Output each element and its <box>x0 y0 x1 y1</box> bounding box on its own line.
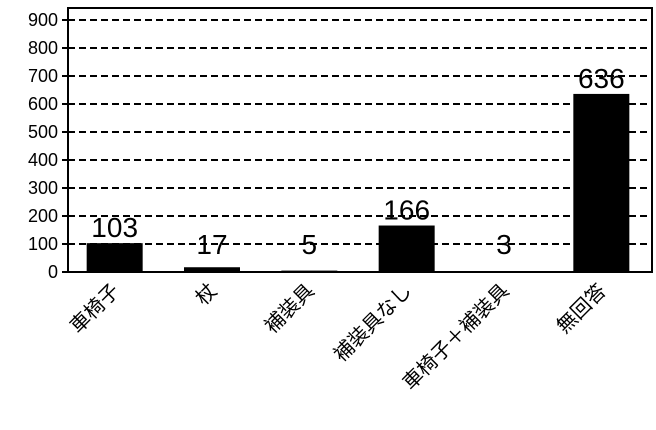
data-label-6: 636 <box>578 63 625 94</box>
bar-2 <box>184 267 240 272</box>
y-axis-tick-labels: 0 100 200 300 400 500 600 700 800 900 <box>28 10 58 282</box>
bars <box>86 93 630 272</box>
y-tick-label: 500 <box>28 122 58 142</box>
x-axis-category-labels: 車椅子杖補装具 補装具なし車椅子＋補装具 無回答 <box>65 279 611 395</box>
y-tick-label: 600 <box>28 94 58 114</box>
bar-4 <box>378 225 435 272</box>
y-tick-label: 400 <box>28 150 58 170</box>
x-tick-label-3: 補装具 <box>259 279 318 338</box>
data-label-2: 17 <box>196 229 227 260</box>
x-tick-label-1: 車椅子 <box>65 279 124 338</box>
data-label-3: 5 <box>302 229 318 260</box>
y-tick-label: 0 <box>48 262 58 282</box>
y-tick-label: 700 <box>28 66 58 86</box>
y-tick-label: 800 <box>28 38 58 58</box>
data-label-5: 3 <box>496 229 512 260</box>
gridlines <box>62 19 652 273</box>
y-tick-label: 100 <box>28 234 58 254</box>
x-tick-label-2: 杖 <box>190 279 221 310</box>
x-tick-label-6: 無回答 <box>551 279 610 338</box>
bar-6 <box>573 93 630 272</box>
bar-1 <box>86 243 143 272</box>
bar-3 <box>281 270 338 272</box>
y-tick-label: 900 <box>28 10 58 30</box>
data-labels: 103 17 5 166 3 636 <box>91 63 624 260</box>
x-tick-label-4: 補装具なし <box>329 279 417 367</box>
data-label-1: 103 <box>91 212 138 243</box>
y-tick-label: 200 <box>28 206 58 226</box>
data-label-4: 166 <box>383 195 430 226</box>
y-tick-label: 300 <box>28 178 58 198</box>
bar-5 <box>476 271 532 272</box>
